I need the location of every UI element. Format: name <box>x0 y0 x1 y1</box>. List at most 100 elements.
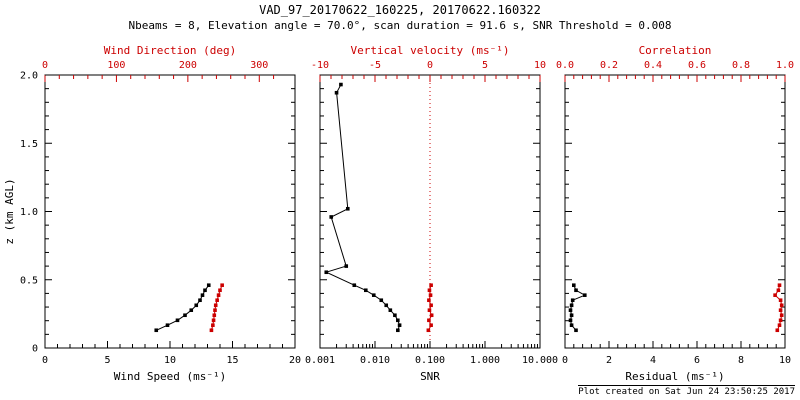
snr-marker <box>371 293 376 297</box>
residual-marker <box>583 293 587 297</box>
wind-direction-marker <box>216 293 221 297</box>
residual-panel-frame <box>564 74 786 349</box>
snr-panel-top-axis-title: Vertical velocity (ms⁻¹) <box>351 44 510 57</box>
wind-panel-y-tick-label: 1.5 <box>20 139 38 150</box>
snr-panel-top-tick-label: 5 <box>482 60 488 71</box>
residual-marker <box>569 323 574 328</box>
wind-speed-marker <box>200 293 205 297</box>
residual-panel-bottom-tick-label: 2 <box>606 355 612 366</box>
correlation-marker <box>778 298 783 303</box>
wind-speed-marker <box>206 283 211 288</box>
vertical-velocity-marker <box>427 308 432 312</box>
vertical-velocity-marker <box>429 313 434 318</box>
correlation-marker <box>778 318 783 323</box>
residual-marker <box>568 318 573 323</box>
snr-marker <box>324 270 329 275</box>
vertical-velocity-marker <box>429 283 433 288</box>
residual-panel-top-axis-title: Correlation <box>639 44 712 57</box>
snr-marker <box>334 90 339 95</box>
wind-direction-marker <box>211 318 216 323</box>
residual-marker <box>568 308 573 312</box>
snr-panel-top-tick-label: 0 <box>427 60 433 71</box>
correlation-marker <box>778 308 783 312</box>
plot-subtitle: Nbeams = 8, Elevation angle = 70.0°, sca… <box>128 19 672 32</box>
residual-panel-top-tick-label: 1.0 <box>776 60 794 71</box>
snr-marker <box>345 206 350 211</box>
vertical-velocity-marker <box>426 328 431 333</box>
vertical-velocity-marker <box>429 323 433 328</box>
correlation-marker <box>776 288 781 293</box>
wind-direction-marker <box>215 298 219 303</box>
snr-panel-bottom-tick-label: 10.000 <box>522 355 558 366</box>
wind-direction-marker <box>212 313 217 318</box>
wind-speed-line <box>156 284 210 331</box>
wind-speed-marker <box>154 328 159 333</box>
wind-panel-bottom-tick-label: 5 <box>104 355 110 366</box>
wind-panel-frame <box>44 74 296 349</box>
snr-panel-top-tick-label: -10 <box>311 60 329 71</box>
wind-direction-line <box>210 285 223 331</box>
residual-marker <box>572 283 576 288</box>
correlation-marker <box>779 313 784 318</box>
wind-speed-marker <box>203 288 207 293</box>
snr-marker <box>379 298 384 303</box>
plot-created-timestamp: Plot created on Sat Jun 24 23:50:25 2017 <box>578 385 795 397</box>
residual-panel-bottom-tick-label: 6 <box>694 355 700 366</box>
plot-title: VAD_97_20170622_160225, 20170622.160322 <box>259 3 541 17</box>
snr-panel-bottom-tick-label: 0.100 <box>415 355 445 366</box>
correlation-line <box>774 285 783 331</box>
wind-direction-marker <box>213 303 218 308</box>
residual-panel-bottom-tick-label: 8 <box>738 355 744 366</box>
wind-direction-marker <box>220 283 224 288</box>
residual-panel-top-tick-label: 0.4 <box>644 60 662 71</box>
vertical-velocity-marker <box>427 298 431 303</box>
snr-line <box>324 84 401 331</box>
wind-panel-bottom-tick-label: 10 <box>164 355 176 366</box>
snr-marker <box>329 215 334 219</box>
wind-direction-marker <box>213 308 217 312</box>
snr-panel-top-tick-label: -5 <box>369 60 381 71</box>
wind-direction-marker <box>211 323 215 328</box>
snr-marker <box>396 328 400 333</box>
snr-marker <box>344 264 349 268</box>
wind-panel-y-tick-label: 0 <box>32 344 38 355</box>
wind-panel-top-tick-label: 100 <box>107 60 125 71</box>
residual-marker <box>569 303 574 308</box>
wind-panel-bottom-tick-label: 20 <box>289 355 301 366</box>
wind-panel-top-axis-title: Wind Direction (deg) <box>104 44 236 57</box>
wind-panel-y-tick-label: 2.0 <box>20 71 38 82</box>
wind-speed-marker <box>194 303 199 308</box>
snr-panel-bottom-tick-label: 1.000 <box>470 355 500 366</box>
vertical-velocity-marker <box>427 318 431 323</box>
wind-panel-y-axis-title: z (km AGL) <box>3 178 16 244</box>
correlation-marker <box>779 303 784 308</box>
residual-panel-bottom-axis-title: Residual (ms⁻¹) <box>625 370 724 383</box>
wind-panel-top-tick-label: 300 <box>250 60 268 71</box>
vertical-velocity-marker <box>428 293 433 297</box>
residual-marker <box>574 328 578 333</box>
wind-speed-marker <box>198 298 202 303</box>
wind-speed-marker <box>165 323 170 328</box>
residual-panel-bottom-tick-label: 0 <box>562 355 568 366</box>
residual-marker <box>570 298 575 303</box>
correlation-marker <box>775 328 780 333</box>
residual-panel-bottom-tick-label: 4 <box>650 355 656 366</box>
wind-speed-marker <box>175 318 180 323</box>
wind-panel-y-tick-label: 1.0 <box>20 207 38 218</box>
residual-panel-top-tick-label: 0.6 <box>688 60 706 71</box>
wind-panel-bottom-tick-label: 15 <box>226 355 238 366</box>
snr-marker <box>393 313 397 318</box>
residual-panel-top-tick-label: 0.0 <box>556 60 574 71</box>
snr-marker <box>384 303 389 308</box>
wind-panel-top-tick-label: 200 <box>179 60 197 71</box>
snr-panel-bottom-tick-label: 0.010 <box>360 355 390 366</box>
wind-speed-marker <box>189 308 194 312</box>
residual-panel-top-tick-label: 0.2 <box>600 60 618 71</box>
correlation-marker <box>773 293 777 297</box>
snr-panel-bottom-tick-label: 0.001 <box>305 355 335 366</box>
snr-panel-top-tick-label: 10 <box>534 60 546 71</box>
wind-panel-y-tick-label: 0.5 <box>20 275 38 286</box>
wind-speed-marker <box>183 313 187 318</box>
